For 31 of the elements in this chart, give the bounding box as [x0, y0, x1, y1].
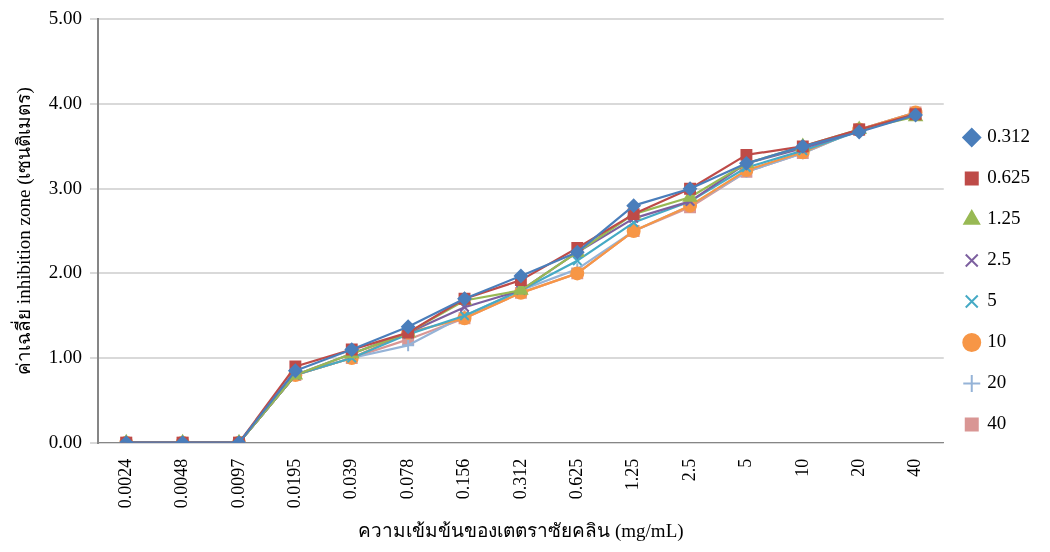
y-tick-label: 0.00	[48, 430, 83, 452]
legend-label: 0.312	[987, 125, 1030, 147]
x-tick-label: 10	[791, 458, 812, 477]
x-tick-label: 1.25	[622, 458, 643, 491]
x-tick-label: 0.0048	[171, 458, 192, 509]
legend-label: 0.625	[987, 166, 1030, 188]
legend-label: 1.25	[987, 207, 1021, 229]
x-tick-label: 20	[847, 458, 868, 477]
x-tick-label: 2.5	[678, 458, 699, 482]
y-tick-label: 3.00	[48, 176, 83, 198]
x-tick-label: 0.156	[453, 458, 474, 500]
legend-label: 20	[987, 371, 1007, 393]
x-tick-label: 0.625	[566, 458, 587, 500]
x-tick-label: 5	[735, 458, 756, 468]
x-tick-label: 0.039	[340, 458, 361, 500]
x-tick-label: 0.0097	[227, 458, 248, 509]
x-tick-label: 0.312	[509, 458, 530, 500]
legend-label: 40	[987, 412, 1007, 434]
legend-label: 5	[987, 289, 997, 311]
x-tick-label: 0.078	[396, 458, 417, 500]
x-tick-label: 0.0195	[284, 458, 305, 509]
x-axis-title: ความเข้มข้นของเตตราซัยคลิน (mg/mL)	[358, 519, 684, 542]
y-tick-label: 1.00	[48, 346, 83, 368]
legend-label: 10	[987, 330, 1007, 352]
y-tick-label: 4.00	[48, 92, 83, 114]
y-tick-label: 5.00	[48, 7, 83, 29]
legend-label: 2.5	[987, 248, 1011, 270]
x-tick-label: 0.0024	[114, 458, 135, 509]
y-axis-title: ค่าเฉลี่ย inhibition zone (เซนติเมตร)	[10, 87, 36, 375]
x-tick-label: 40	[904, 458, 925, 477]
y-tick-label: 2.00	[48, 261, 83, 283]
